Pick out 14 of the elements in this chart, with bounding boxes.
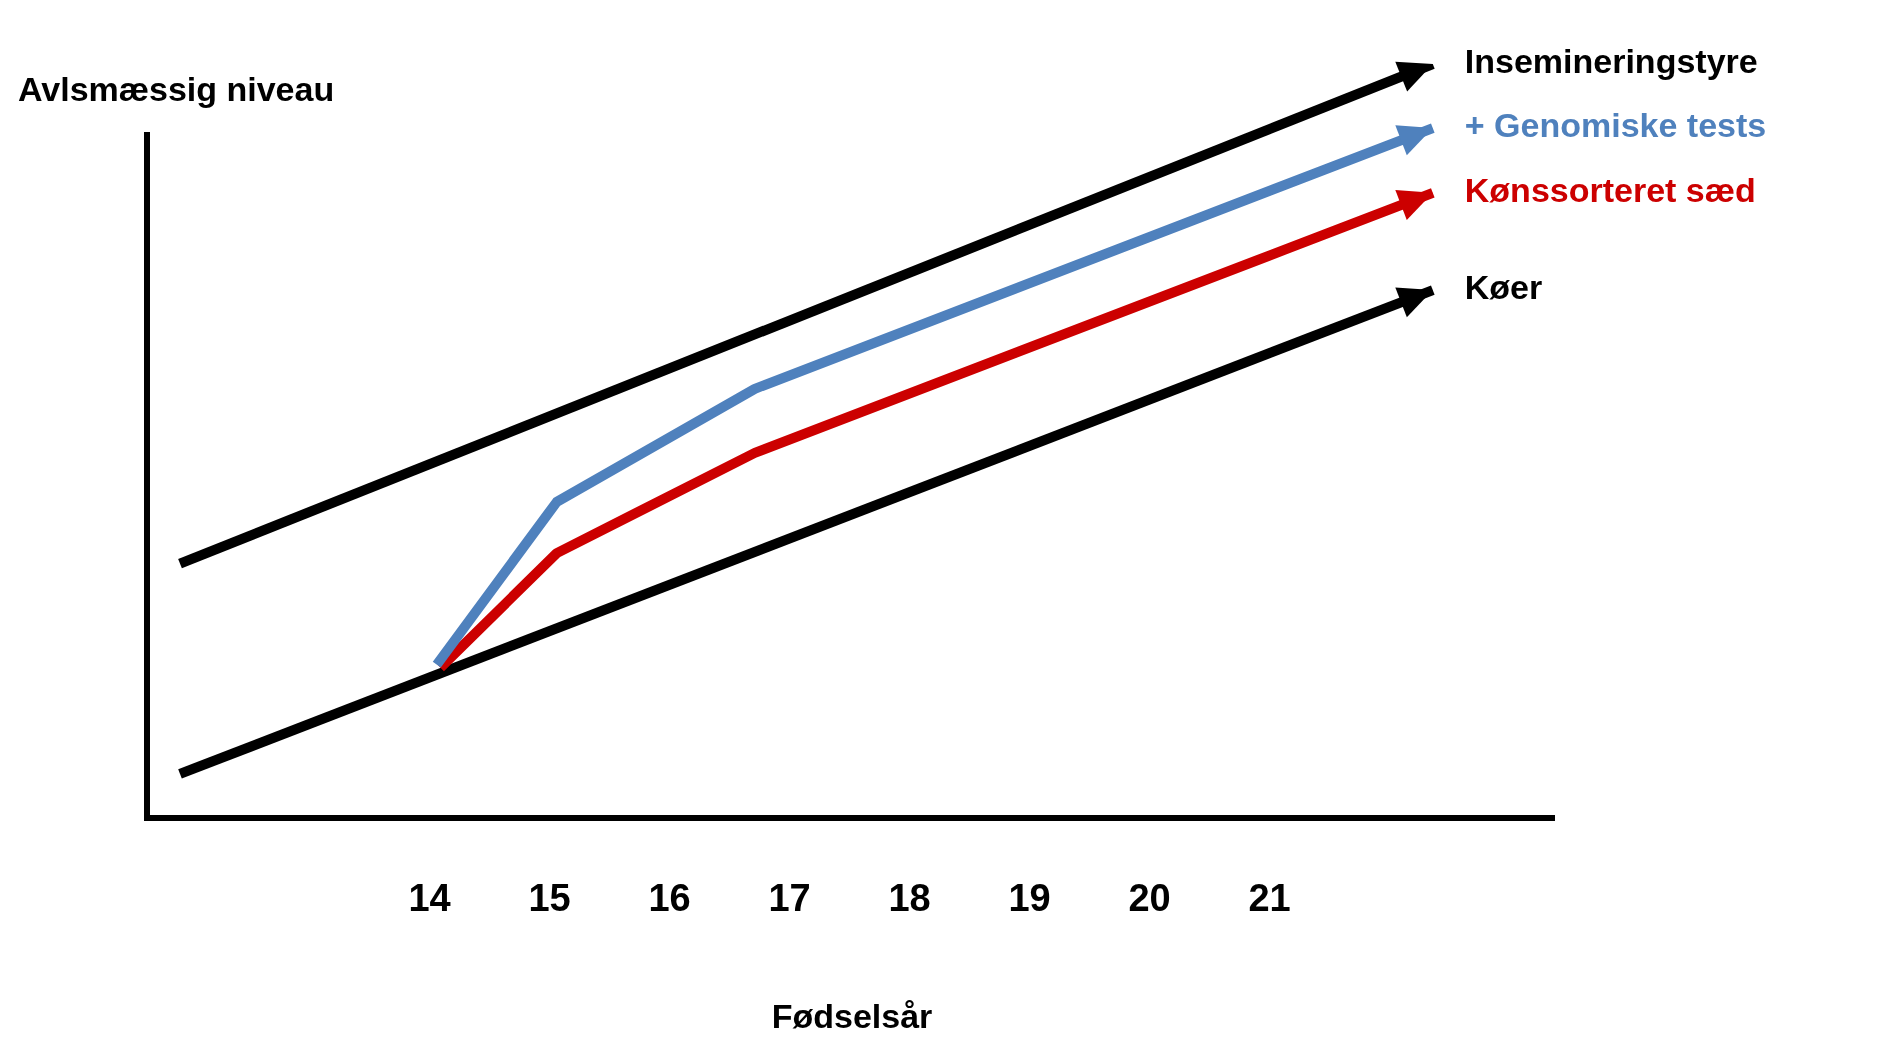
y-axis-title: Avlsmæssig niveau: [18, 70, 335, 109]
x-tick-label: 17: [768, 876, 811, 919]
x-tick-label: 16: [648, 876, 691, 919]
x-axis-title: Fødselsår: [771, 996, 933, 1035]
x-tick-label: 14: [408, 876, 451, 919]
legend-label: Kønssorteret sæd: [1464, 171, 1756, 210]
x-tick-label: 21: [1248, 876, 1291, 919]
x-tick-label: 18: [888, 876, 931, 919]
legend-label: Køer: [1464, 268, 1543, 307]
x-tick-label: 20: [1128, 876, 1171, 919]
legend-label: + Genomiske tests: [1464, 106, 1767, 145]
x-tick-label: 15: [528, 876, 571, 919]
x-tick-label: 19: [1008, 876, 1051, 919]
legend-label: Insemineringstyre: [1464, 42, 1758, 81]
